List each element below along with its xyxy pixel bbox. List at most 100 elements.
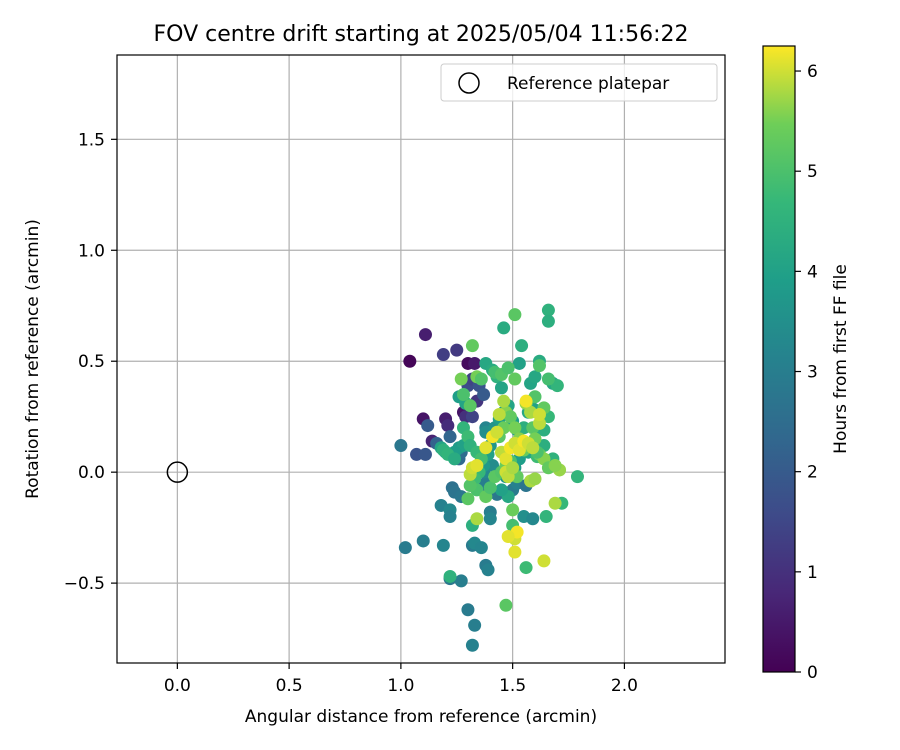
colorbar — [762, 45, 796, 673]
y-tick-label: −0.5 — [64, 574, 105, 594]
data-point — [454, 574, 468, 588]
x-tick-label: 1.0 — [387, 676, 414, 696]
data-point — [441, 419, 455, 433]
data-point — [537, 554, 551, 568]
data-point — [461, 492, 475, 506]
data-point — [443, 569, 457, 583]
data-point — [479, 441, 493, 455]
data-point — [403, 354, 417, 368]
colorbar-ticks: 0 1 2 3 4 5 6 — [795, 62, 818, 683]
data-point — [448, 452, 462, 466]
data-point — [541, 314, 555, 328]
y-tick-label: 0.0 — [78, 463, 105, 483]
data-point — [463, 478, 477, 492]
y-axis-ticks: −0.5 0.0 0.5 1.0 1.5 — [64, 130, 117, 594]
data-point — [494, 381, 508, 395]
legend: Reference platepar — [440, 63, 718, 102]
colorbar-tick-label: 5 — [807, 162, 818, 182]
data-point — [528, 472, 542, 486]
x-tick-label: 0.5 — [276, 676, 303, 696]
data-point — [548, 459, 562, 473]
grid-lines — [117, 55, 725, 663]
y-axis-label: Rotation from reference (arcmin) — [23, 219, 43, 499]
data-point — [499, 452, 513, 466]
data-point — [528, 370, 542, 384]
data-point — [454, 372, 468, 386]
data-point — [508, 545, 522, 559]
colorbar-label: Hours from first FF file — [831, 264, 851, 454]
data-point — [501, 361, 515, 375]
data-point — [526, 512, 540, 526]
data-point — [548, 496, 562, 510]
data-point — [483, 481, 497, 495]
data-point — [456, 388, 470, 402]
data-point — [443, 510, 457, 524]
data-points — [394, 303, 584, 652]
data-point — [474, 372, 488, 386]
data-point — [517, 421, 531, 435]
colorbar-tick-label: 2 — [807, 463, 818, 483]
x-axis-label: Angular distance from reference (arcmin) — [245, 707, 597, 727]
colorbar-tick-label: 6 — [807, 62, 818, 82]
data-point — [494, 483, 508, 497]
data-point — [436, 538, 450, 552]
x-tick-label: 2.0 — [611, 676, 638, 696]
data-point — [506, 461, 520, 475]
x-axis-ticks: 0.0 0.5 1.0 1.5 2.0 — [164, 663, 638, 696]
data-point — [421, 419, 435, 433]
data-point — [465, 638, 479, 652]
data-point — [398, 541, 412, 555]
data-point — [532, 407, 546, 421]
colorbar-tick-label: 0 — [807, 663, 818, 683]
data-point — [465, 339, 479, 353]
data-point — [506, 503, 520, 517]
data-point — [443, 430, 457, 444]
data-point — [490, 425, 504, 439]
legend-box — [440, 63, 718, 102]
data-point — [570, 470, 584, 484]
data-point — [418, 447, 432, 461]
data-point — [450, 343, 464, 357]
data-point — [508, 308, 522, 322]
data-point — [416, 534, 430, 548]
data-point — [465, 410, 479, 424]
data-point — [497, 321, 511, 335]
data-point — [470, 459, 484, 473]
data-point — [418, 328, 432, 342]
y-tick-label: 1.0 — [78, 241, 105, 261]
data-point — [492, 407, 506, 421]
data-point — [541, 303, 555, 317]
data-point — [461, 603, 475, 617]
data-point — [519, 561, 533, 575]
colorbar-tick-label: 4 — [807, 262, 818, 282]
data-point — [539, 510, 553, 524]
data-point — [503, 410, 517, 424]
data-point — [474, 541, 488, 555]
legend-reference-marker — [458, 72, 480, 94]
data-point — [468, 356, 482, 370]
data-point — [519, 394, 533, 408]
y-tick-label: 1.5 — [78, 130, 105, 150]
x-tick-label: 0.0 — [164, 676, 191, 696]
data-point — [477, 388, 491, 402]
data-point — [468, 618, 482, 632]
data-point — [499, 598, 513, 612]
data-point — [526, 441, 540, 455]
data-point — [515, 339, 529, 353]
data-point — [481, 563, 495, 577]
data-point — [410, 447, 424, 461]
y-tick-label: 0.5 — [78, 352, 105, 372]
data-point — [463, 399, 477, 413]
data-point — [501, 530, 515, 544]
data-point — [541, 372, 555, 386]
data-point — [532, 359, 546, 373]
data-point — [497, 394, 511, 408]
colorbar-tick-label: 3 — [807, 363, 818, 383]
data-point — [508, 372, 522, 386]
data-point — [394, 439, 408, 453]
legend-entry-reference: Reference platepar — [507, 74, 669, 94]
x-tick-label: 1.5 — [499, 676, 526, 696]
data-point — [508, 421, 522, 435]
reference-marker — [166, 461, 189, 483]
